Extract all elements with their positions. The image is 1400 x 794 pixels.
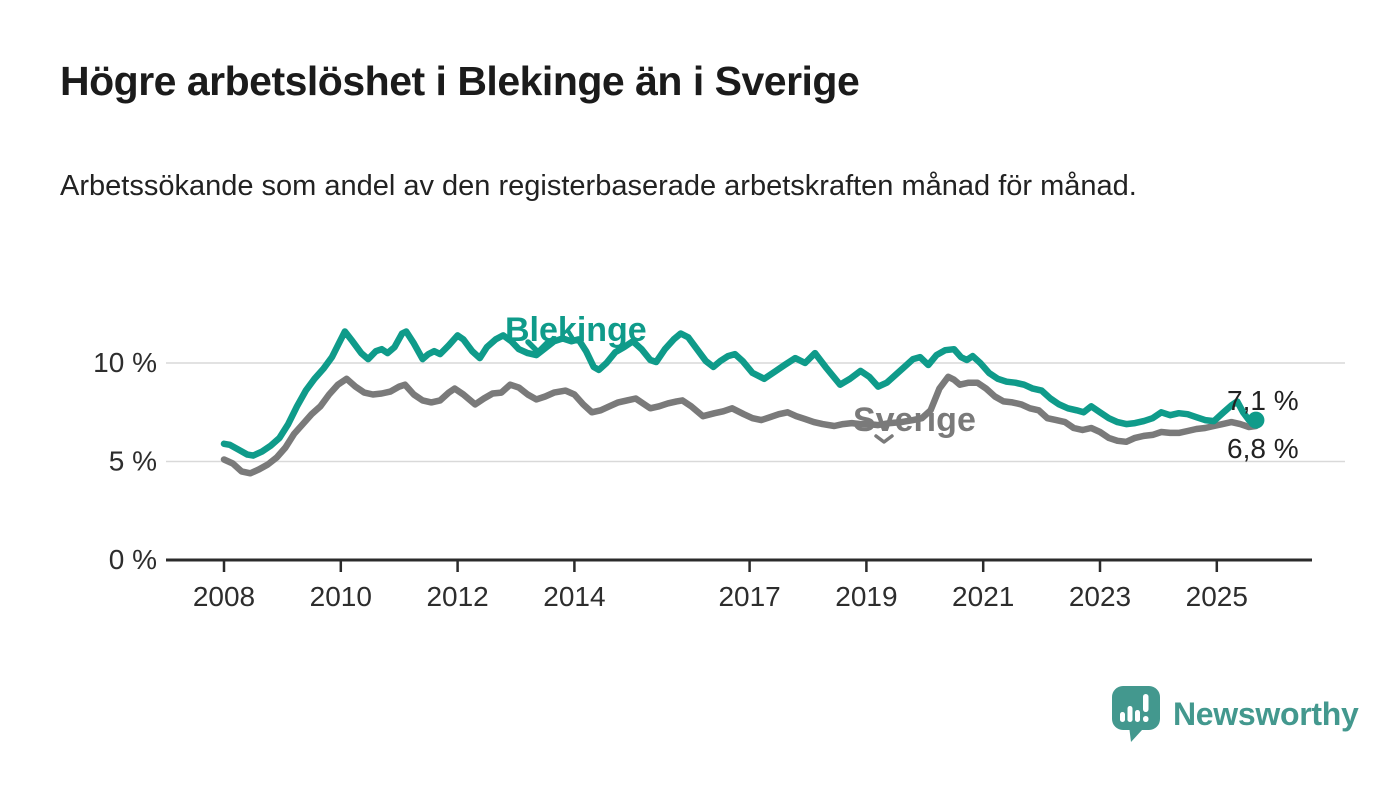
x-axis-label: 2021 bbox=[952, 581, 1014, 612]
brand-footer: Newsworthy bbox=[1112, 686, 1359, 742]
x-tick-labels: 2008 2010 2012 2014 2017 2019 2021 2023 2025 bbox=[193, 581, 1248, 612]
x-axis-label: 2012 bbox=[426, 581, 488, 612]
brand-name: Newsworthy bbox=[1173, 695, 1359, 732]
latest-value-dot bbox=[1247, 411, 1265, 429]
chart-subtitle: Arbetssökande som andel av den registerb… bbox=[60, 170, 1137, 202]
series-lines bbox=[220, 328, 1260, 477]
y-axis-label: 5 % bbox=[109, 446, 157, 477]
y-axis-label: 0 % bbox=[109, 544, 157, 575]
x-axis-label: 2008 bbox=[193, 581, 255, 612]
y-axis-label: 10 % bbox=[93, 347, 157, 378]
x-axis-label: 2017 bbox=[718, 581, 780, 612]
blekinge-pointer-caret-icon bbox=[525, 339, 551, 355]
series-line-blekinge bbox=[220, 328, 1260, 459]
sverige-pointer-caret-icon bbox=[874, 434, 894, 444]
x-axis-label: 2019 bbox=[835, 581, 897, 612]
x-axis-label: 2010 bbox=[310, 581, 372, 612]
page-title: Högre arbetslöshet i Blekinge än i Sveri… bbox=[60, 58, 860, 104]
gridlines bbox=[166, 362, 1345, 463]
series-label-sverige: Sverige bbox=[853, 401, 976, 439]
y-tick-labels: 0 % 5 % 10 % bbox=[93, 347, 157, 575]
series-line-sverige bbox=[220, 373, 1260, 477]
x-axis-label: 2025 bbox=[1186, 581, 1248, 612]
x-tick-marks bbox=[222, 561, 1219, 572]
x-axis-label: 2014 bbox=[543, 581, 605, 612]
x-axis-label: 2023 bbox=[1069, 581, 1131, 612]
end-value-blekinge: 7,1 % bbox=[1227, 385, 1299, 416]
end-value-sverige: 6,8 % bbox=[1227, 433, 1299, 464]
newsworthy-logo-icon bbox=[1112, 686, 1160, 742]
